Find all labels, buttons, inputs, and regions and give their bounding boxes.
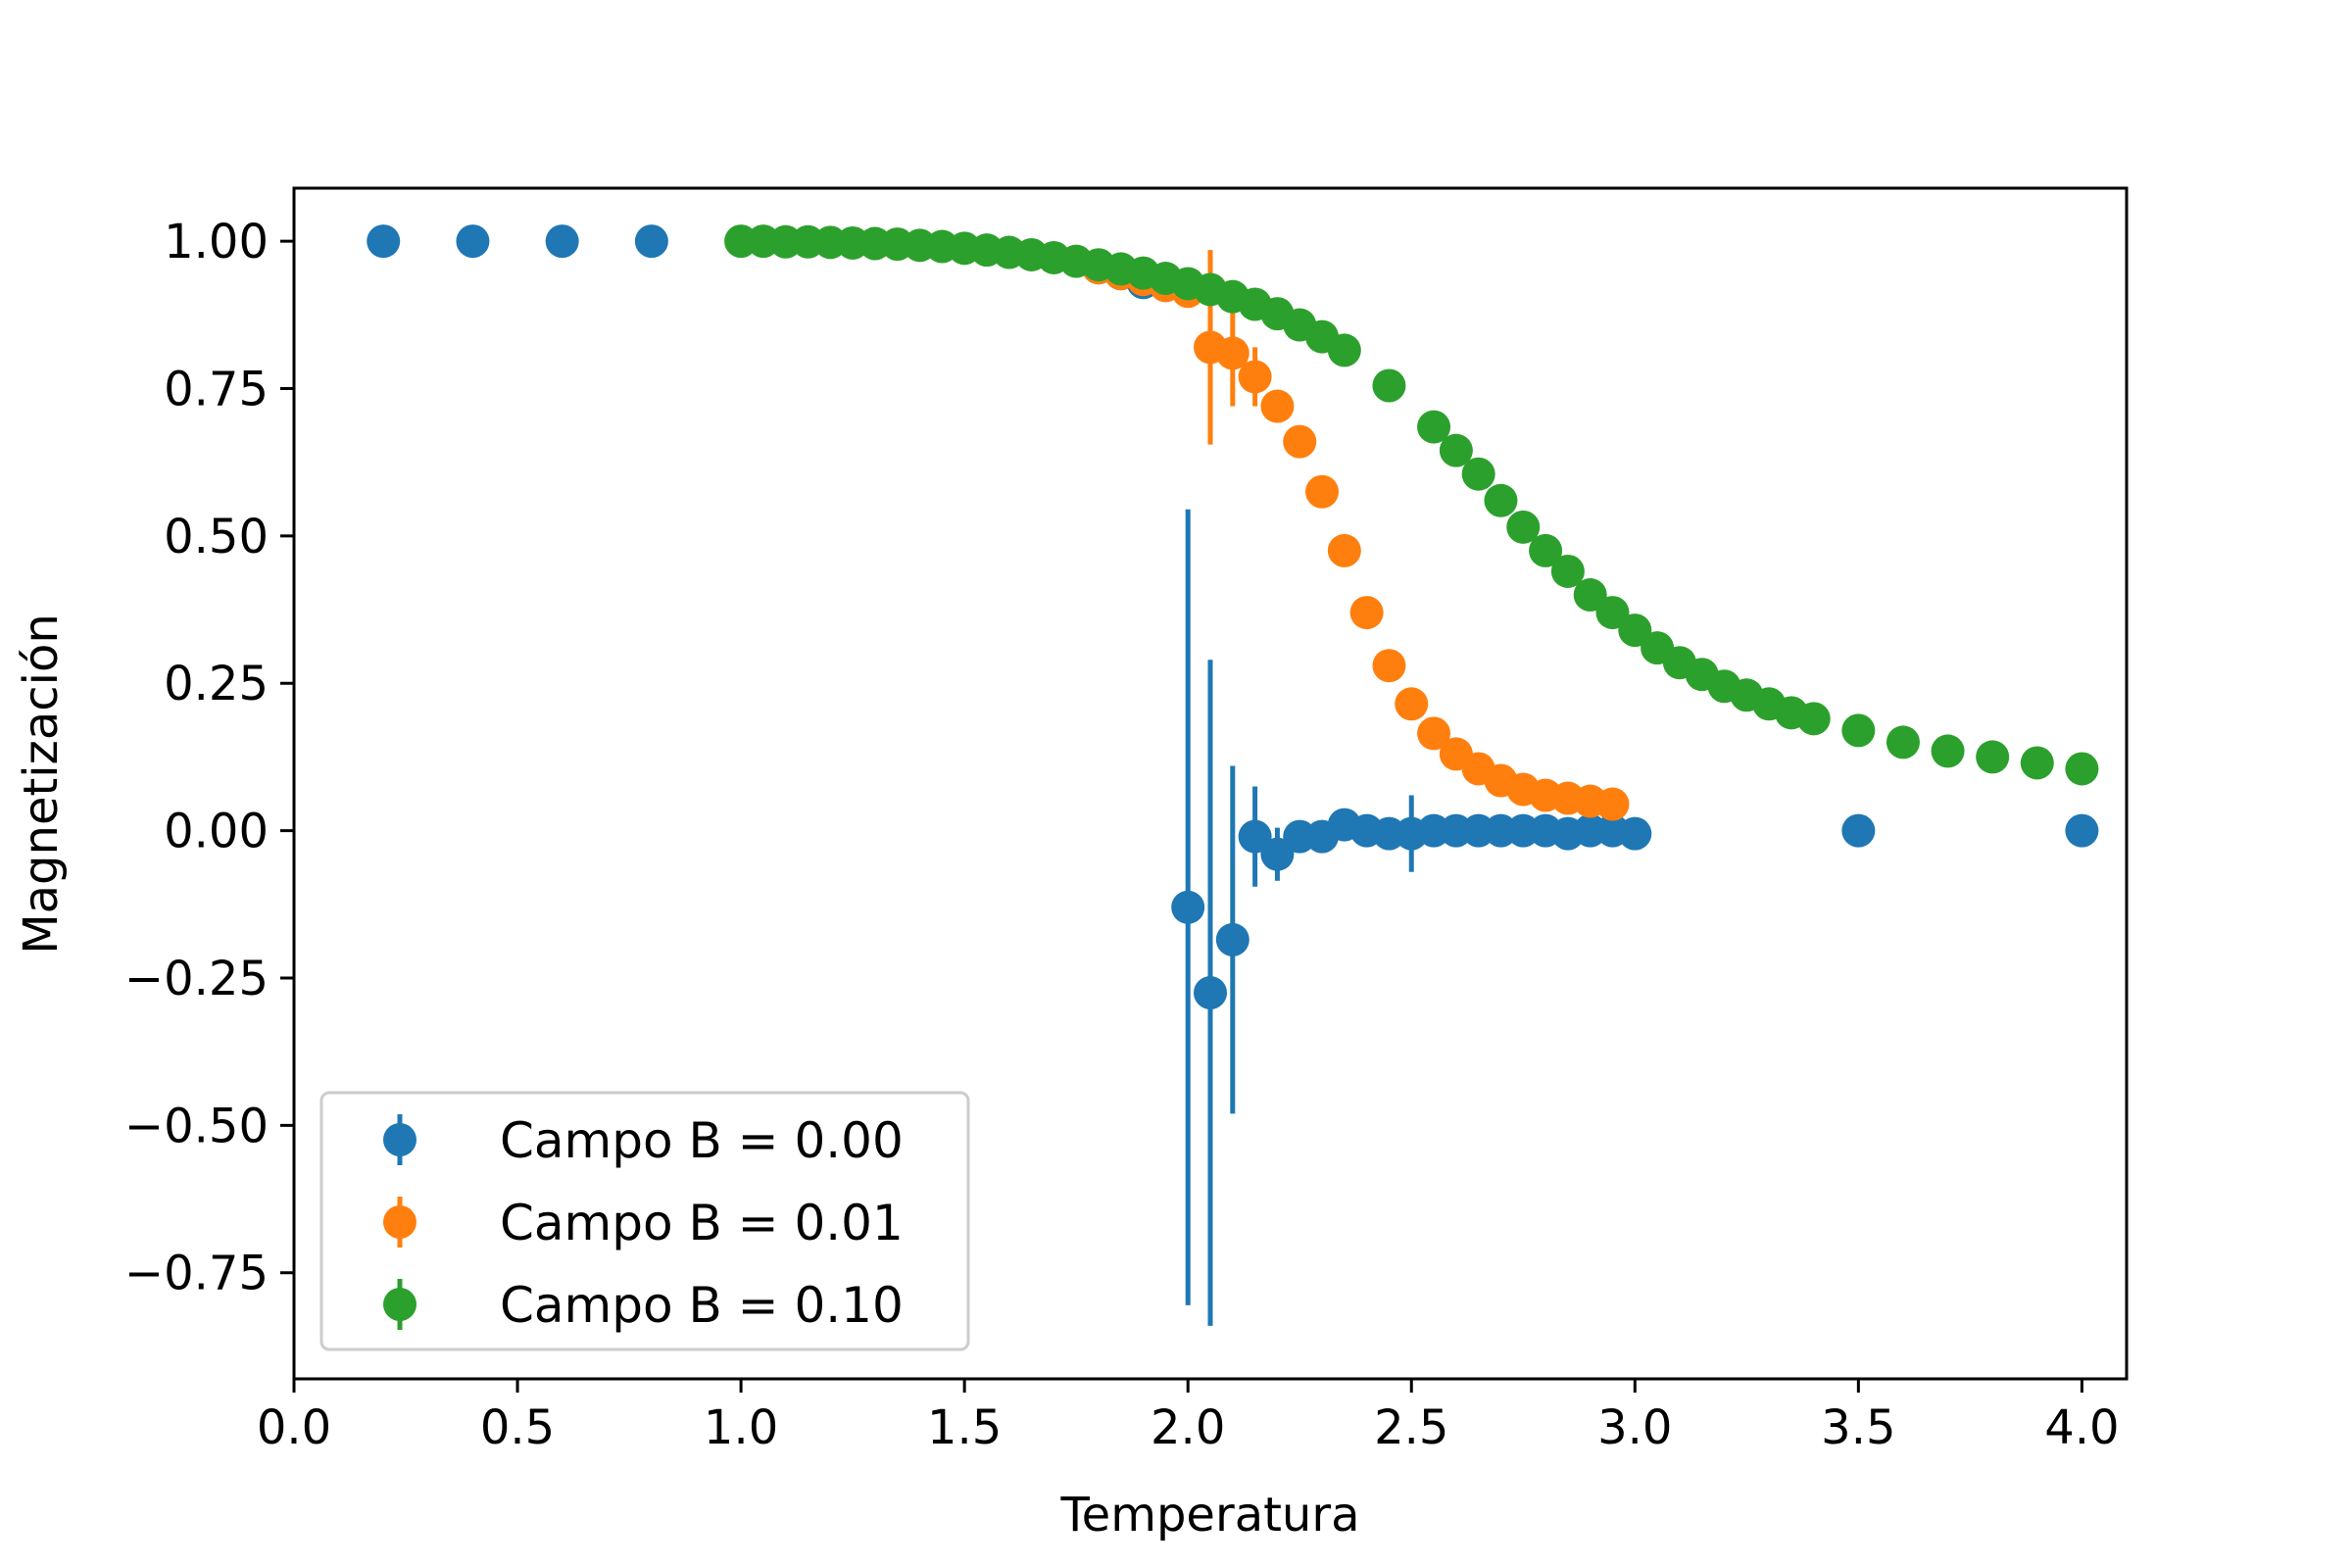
legend-marker [383, 1288, 416, 1321]
data-point [1618, 816, 1652, 851]
y-tick-label: 0.25 [164, 657, 269, 711]
legend-entry: Campo B = 0.00 [383, 1112, 904, 1169]
y-tick-label: 1.00 [164, 215, 269, 270]
data-point [1260, 837, 1295, 871]
legend: Campo B = 0.00 Campo B = 0.01 Campo B = 0.… [319, 1091, 970, 1351]
data-point [1886, 725, 1920, 760]
data-point [1372, 649, 1406, 683]
data-point [1215, 922, 1250, 956]
data-point [1550, 554, 1585, 588]
legend-entry: Campo B = 0.01 [383, 1195, 904, 1251]
data-point [1506, 510, 1541, 544]
data-point [1194, 976, 1227, 1010]
data-point [1796, 702, 1831, 736]
x-tick-label: 2.0 [1151, 1400, 1225, 1455]
data-point [1573, 578, 1607, 612]
y-tick-label: −0.25 [124, 952, 269, 1006]
data-point [1238, 819, 1272, 854]
legend-label: Campo B = 0.00 [500, 1112, 904, 1169]
data-point [1461, 457, 1495, 491]
x-tick-label: 4.0 [2044, 1400, 2119, 1455]
y-tick-label: −0.50 [124, 1099, 269, 1153]
plot-frame [292, 186, 2129, 1381]
data-point [1841, 713, 1876, 748]
data-point [1283, 424, 1317, 459]
data-point [367, 224, 401, 259]
data-point [1260, 389, 1295, 423]
data-point [1595, 787, 1630, 821]
data-point [2020, 746, 2054, 780]
y-tick-label: 0.50 [164, 510, 269, 564]
x-axis-ticks: 0.0 0.5 1.0 1.5 2.0 2.5 3.0 3.5 4.0 [257, 1379, 2120, 1455]
legend-marker [383, 1205, 416, 1239]
x-tick-label: 1.5 [927, 1400, 1002, 1455]
data-point [1372, 368, 1406, 403]
data-point [1595, 596, 1630, 630]
data-point [1171, 890, 1205, 924]
legend-label: Campo B = 0.01 [500, 1195, 904, 1251]
y-axis-ticks: 1.00 0.75 0.50 0.25 0.00 −0.25 −0.50 −0.75 [124, 215, 294, 1301]
data-point [1395, 687, 1429, 721]
data-point [1417, 410, 1451, 444]
x-tick-label: 0.0 [257, 1400, 331, 1455]
data-point [456, 224, 490, 259]
y-tick-label: 0.75 [164, 363, 269, 417]
data-point [2065, 813, 2099, 848]
y-axis-label: Magnetización [14, 613, 69, 955]
series-2 [724, 224, 2099, 786]
legend-box [319, 1091, 970, 1351]
x-tick-label: 2.5 [1374, 1400, 1448, 1455]
data-point [1841, 813, 1876, 848]
data-point [1327, 533, 1361, 567]
data-point [1349, 596, 1384, 630]
data-point [1618, 613, 1652, 648]
data-point [1484, 483, 1518, 517]
y-tick-label: −0.75 [124, 1247, 269, 1301]
x-tick-label: 3.0 [1597, 1400, 1672, 1455]
x-tick-label: 0.5 [480, 1400, 555, 1455]
data-point [1305, 474, 1340, 509]
data-point [545, 224, 579, 259]
plot-area [367, 224, 2099, 1326]
x-axis-label: Temperatura [1060, 1488, 1360, 1543]
data-point [1238, 360, 1272, 394]
data-point [1529, 533, 1563, 567]
legend-entry: Campo B = 0.10 [383, 1277, 904, 1334]
data-point [1215, 336, 1250, 370]
data-point [1417, 716, 1451, 751]
data-point [1327, 333, 1361, 368]
x-tick-label: 1.0 [704, 1400, 778, 1455]
x-tick-label: 3.5 [1821, 1400, 1895, 1455]
data-point [1976, 740, 2010, 774]
y-tick-label: 0.00 [164, 805, 269, 859]
data-point [1439, 433, 1473, 467]
data-point [2065, 752, 2099, 786]
data-point [1931, 734, 1965, 768]
legend-marker [383, 1123, 416, 1156]
data-point [634, 224, 668, 259]
legend-label: Campo B = 0.10 [500, 1277, 904, 1334]
